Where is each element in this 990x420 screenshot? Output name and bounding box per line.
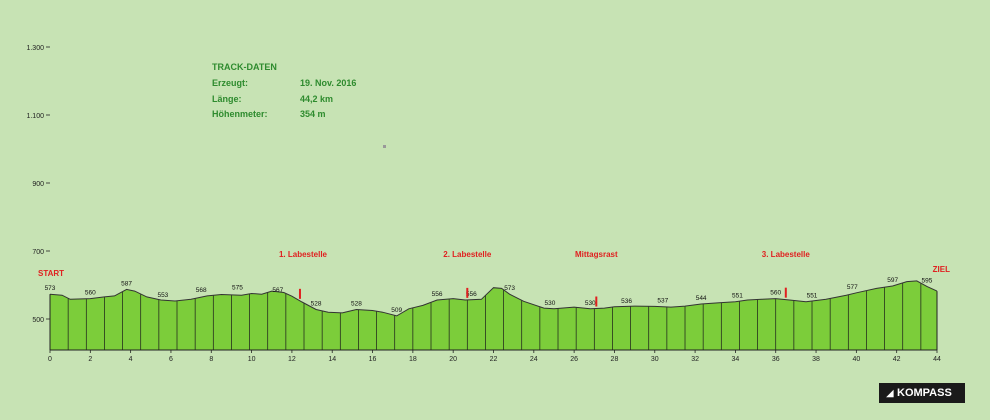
elevation-label: 560 <box>770 290 781 297</box>
station-label: Mittagsrast <box>575 250 618 259</box>
elevation-label: 573 <box>45 285 56 292</box>
created-value: 19. Nov. 2016 <box>300 78 357 88</box>
x-tick-label: 40 <box>852 356 860 363</box>
y-tick-label: 900 <box>32 181 44 188</box>
elevation-label: 528 <box>351 300 362 307</box>
x-tick-label: 8 <box>209 356 213 363</box>
elevation-label: 530 <box>545 300 556 307</box>
elevation-label: 551 <box>807 293 818 300</box>
x-tick-label: 44 <box>933 356 941 363</box>
x-tick-label: 4 <box>129 356 133 363</box>
x-tick-label: 24 <box>530 356 538 363</box>
y-tick-label: 1.300 <box>26 45 44 52</box>
x-tick-label: 2 <box>88 356 92 363</box>
elevation-label: 556 <box>466 291 477 298</box>
elevation-gain-value: 354 m <box>300 109 326 119</box>
x-tick-label: 14 <box>328 356 336 363</box>
elevation-label: 537 <box>657 297 668 304</box>
station-label: START <box>38 269 64 278</box>
track-data-title: TRACK-DATEN <box>212 62 277 72</box>
elevation-label: 536 <box>621 298 632 305</box>
elevation-label: 573 <box>504 285 515 292</box>
station-marker <box>466 287 469 298</box>
length-value: 44,2 km <box>300 94 334 104</box>
x-tick-label: 34 <box>732 356 740 363</box>
elevation-label: 556 <box>432 291 443 298</box>
station-label: 1. Labestelle <box>279 250 328 259</box>
kompass-logo: ◢ KOMPASS <box>879 383 965 403</box>
elevation-label: 551 <box>732 293 743 300</box>
elevation-label: 560 <box>85 290 96 297</box>
length-label: Länge: <box>212 94 242 104</box>
elevation-label: 528 <box>311 300 322 307</box>
elevation-label: 597 <box>887 277 898 284</box>
y-tick-label: 1.100 <box>26 113 44 120</box>
x-tick-label: 0 <box>48 356 52 363</box>
y-tick-label: 700 <box>32 249 44 256</box>
station-marker <box>784 287 787 298</box>
x-tick-label: 18 <box>409 356 417 363</box>
elevation-label: 575 <box>232 285 243 292</box>
elevation-label: 587 <box>121 280 132 287</box>
speck-dot <box>383 145 386 148</box>
x-tick-label: 36 <box>772 356 780 363</box>
x-tick-label: 42 <box>893 356 901 363</box>
elevation-label: 567 <box>272 287 283 294</box>
y-tick-label: 500 <box>32 317 44 324</box>
station-label: 3. Labestelle <box>762 250 811 259</box>
elevation-label: 509 <box>391 307 402 314</box>
x-tick-label: 32 <box>691 356 699 363</box>
elevation-label: 544 <box>696 295 707 302</box>
elevation-label: 577 <box>847 284 858 291</box>
x-tick-label: 22 <box>490 356 498 363</box>
elevation-label: 595 <box>921 278 932 285</box>
kompass-logo-icon: ◢ <box>886 387 894 398</box>
x-tick-label: 10 <box>248 356 256 363</box>
elevation-label: 553 <box>157 292 168 299</box>
x-tick-label: 30 <box>651 356 659 363</box>
station-label: ZIEL <box>933 265 950 274</box>
kompass-logo-label: KOMPASS <box>897 387 952 399</box>
x-tick-label: 12 <box>288 356 296 363</box>
station-marker <box>298 288 301 299</box>
x-tick-label: 28 <box>611 356 619 363</box>
station-label: 2. Labestelle <box>443 250 492 259</box>
x-tick-label: 26 <box>570 356 578 363</box>
profile-area <box>50 280 937 350</box>
x-tick-label: 38 <box>812 356 820 363</box>
x-tick-label: 6 <box>169 356 173 363</box>
elevation-label: 530 <box>585 300 596 307</box>
elevation-label: 568 <box>196 287 207 294</box>
station-marker <box>595 296 598 307</box>
x-tick-label: 20 <box>449 356 457 363</box>
elevation-gain-label: Höhenmeter: <box>212 109 268 119</box>
x-tick-label: 16 <box>369 356 377 363</box>
profile-line <box>49 280 938 317</box>
created-label: Erzeugt: <box>212 78 248 88</box>
